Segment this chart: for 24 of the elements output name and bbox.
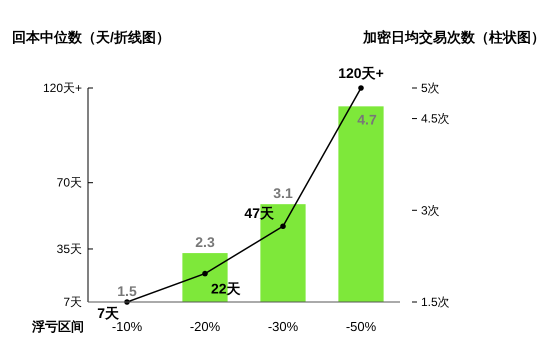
- x-axis-title: 浮亏区间: [31, 319, 84, 334]
- y-tick-label: 120天+: [42, 81, 82, 95]
- y2-tick-label: 5次: [421, 81, 440, 95]
- data-label: 2.3: [195, 234, 215, 250]
- point: [202, 270, 208, 276]
- data-label: 7天: [97, 305, 120, 321]
- x-tick-label: -10%: [112, 319, 143, 334]
- x-tick-label: -30%: [268, 319, 299, 334]
- y2-axis-title: 加密日均交易次数（柱状图）: [362, 29, 545, 45]
- x-tick-label: -50%: [346, 319, 377, 334]
- y-tick-label: 70天: [56, 176, 82, 190]
- y-tick-label: 35天: [56, 242, 82, 256]
- y-axis-title: 回本中位数（天/折线图）: [12, 29, 170, 45]
- y2-tick-label: 1.5次: [421, 295, 450, 309]
- y-tick-label: 7天: [63, 295, 82, 309]
- point: [280, 223, 286, 230]
- x-tick-label: -20%: [190, 319, 221, 334]
- y2-tick-label: 3次: [421, 203, 440, 218]
- data-label: 3.1: [273, 185, 293, 202]
- y2-tick-label: 4.5次: [421, 112, 450, 126]
- data-label: 1.5: [117, 283, 137, 299]
- point: [358, 85, 364, 91]
- data-label: 4.7: [357, 111, 377, 128]
- data-label: 120天+: [338, 65, 384, 81]
